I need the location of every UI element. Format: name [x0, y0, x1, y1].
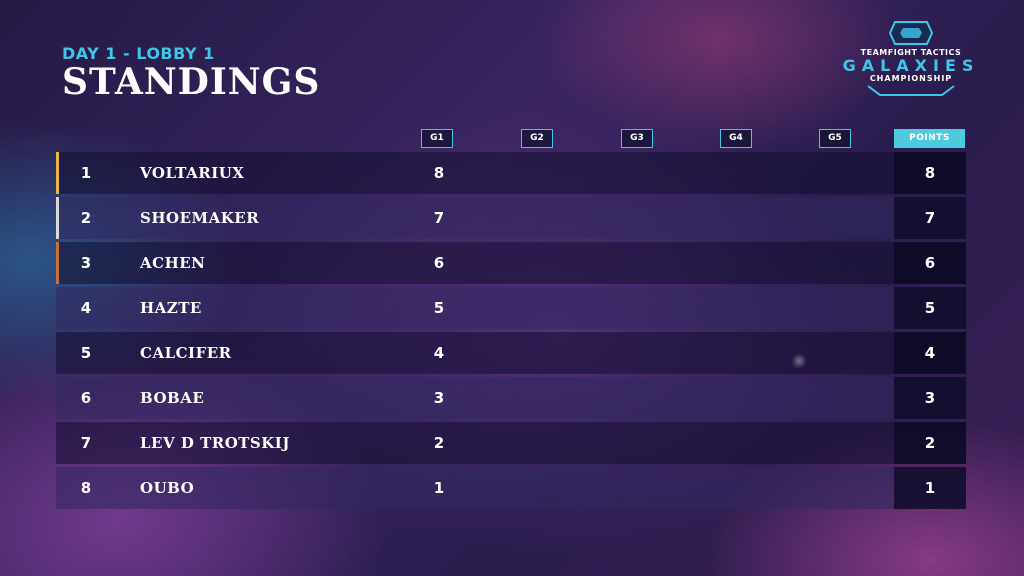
rank: 3	[80, 254, 92, 272]
player-name: CALCIFER	[140, 344, 232, 362]
rank: 8	[80, 479, 92, 497]
rank-accent-bar	[56, 197, 59, 239]
standings-row: 8 OUBO 1 1	[56, 467, 966, 509]
player-name: HAZTE	[140, 299, 202, 317]
standings-row: 1 VOLTARIUX 8 8	[56, 152, 966, 194]
player-name: LEV D TROTSKIJ	[140, 434, 290, 452]
player-name: BOBAE	[140, 389, 205, 407]
logo-line-2: GALAXIES	[842, 56, 980, 75]
logo-underline	[867, 85, 955, 96]
player-name: SHOEMAKER	[140, 209, 260, 227]
lobby-subtitle: DAY 1 - LOBBY 1	[62, 44, 215, 63]
rank-accent-bar	[56, 242, 59, 284]
points-total: 7	[894, 197, 966, 239]
column-header-g1: G1	[421, 129, 453, 148]
points-total: 8	[894, 152, 966, 194]
column-header-g2: G2	[521, 129, 553, 148]
rank-accent-bar	[56, 152, 59, 194]
g1-score: 8	[433, 164, 445, 182]
hexagon-crest-icon	[889, 21, 933, 45]
standings-row: 6 BOBAE 3 3	[56, 377, 966, 419]
standings-row: 4 HAZTE 5 5	[56, 287, 966, 329]
g1-score: 3	[433, 389, 445, 407]
g1-score: 5	[433, 299, 445, 317]
column-header-g4: G4	[720, 129, 752, 148]
points-total: 3	[894, 377, 966, 419]
g1-score: 2	[433, 434, 445, 452]
column-header-g5: G5	[819, 129, 851, 148]
page-header: DAY 1 - LOBBY 1 STANDINGS	[62, 44, 320, 102]
rank: 5	[80, 344, 92, 362]
points-total: 5	[894, 287, 966, 329]
standings-row: 2 SHOEMAKER 7 7	[56, 197, 966, 239]
g1-score: 4	[433, 344, 445, 362]
g1-score: 1	[433, 479, 445, 497]
player-name: ACHEN	[140, 254, 206, 272]
rank: 2	[80, 209, 92, 227]
standings-row: 5 CALCIFER 4 4	[56, 332, 966, 374]
standings-row: 7 LEV D TROTSKIJ 2 2	[56, 422, 966, 464]
column-header-points: POINTS	[894, 129, 965, 148]
logo-line-1: TEAMFIGHT TACTICS	[860, 48, 962, 57]
points-total: 6	[894, 242, 966, 284]
g1-score: 7	[433, 209, 445, 227]
rank: 1	[80, 164, 92, 182]
page-title: STANDINGS	[62, 61, 321, 103]
column-header-g3: G3	[621, 129, 653, 148]
standings-row: 3 ACHEN 6 6	[56, 242, 966, 284]
rank: 7	[80, 434, 92, 452]
points-total: 2	[894, 422, 966, 464]
g1-score: 6	[433, 254, 445, 272]
player-name: OUBO	[140, 479, 195, 497]
player-name: VOLTARIUX	[140, 164, 245, 182]
points-total: 1	[894, 467, 966, 509]
rank: 6	[80, 389, 92, 407]
logo-line-3: CHAMPIONSHIP	[869, 74, 953, 83]
rank: 4	[80, 299, 92, 317]
points-total: 4	[894, 332, 966, 374]
tournament-logo: TEAMFIGHT TACTICS GALAXIES CHAMPIONSHIP	[836, 20, 986, 110]
